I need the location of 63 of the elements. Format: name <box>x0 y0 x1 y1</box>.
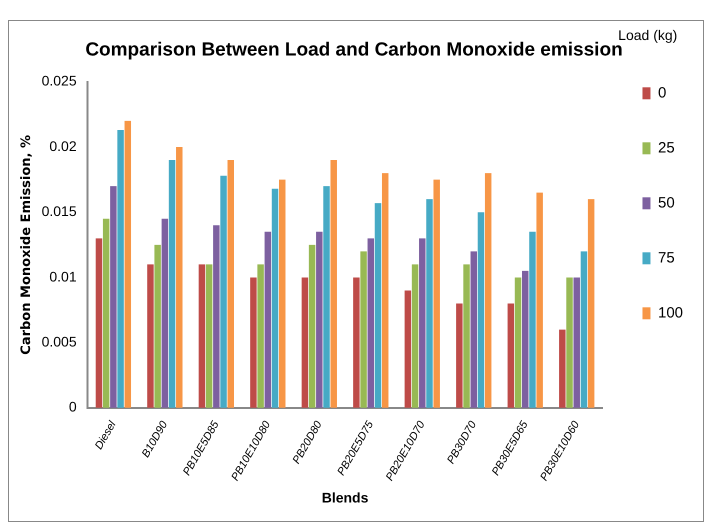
bar <box>529 232 536 408</box>
bar <box>456 304 463 408</box>
bar <box>198 264 206 408</box>
bar <box>463 264 470 408</box>
y-tick-label: 0 <box>68 398 77 415</box>
bar <box>96 238 102 408</box>
bar <box>426 199 433 408</box>
bar <box>110 186 117 408</box>
y-tick-label: 0.005 <box>42 334 77 350</box>
bar <box>522 270 528 408</box>
bar <box>433 180 440 408</box>
bar <box>264 232 272 408</box>
bar <box>330 160 337 408</box>
bar <box>102 218 110 408</box>
bar <box>213 225 220 408</box>
bar <box>147 264 154 408</box>
y-axis-title: Carbon Monoxide Emission, % <box>19 134 34 355</box>
bar <box>124 120 132 408</box>
bar <box>316 232 323 408</box>
y-tick-label: 0.025 <box>42 72 77 89</box>
legend-label: 75 <box>658 249 675 266</box>
y-tick-label: 0.01 <box>49 268 77 284</box>
bar <box>250 277 257 408</box>
bar <box>176 147 183 408</box>
bar <box>374 203 382 408</box>
bar <box>588 199 594 408</box>
bar <box>257 264 264 408</box>
y-tick-label: 0.015 <box>42 203 77 220</box>
bar <box>419 238 426 408</box>
bar <box>514 277 522 408</box>
bar <box>162 218 168 408</box>
bar <box>323 186 330 408</box>
bar <box>559 330 566 408</box>
bar <box>484 173 492 408</box>
bar <box>404 290 412 408</box>
bar <box>308 244 316 408</box>
bar <box>168 160 176 408</box>
bar <box>353 277 360 408</box>
bar <box>580 251 588 408</box>
bar <box>470 251 478 408</box>
bar <box>272 188 278 408</box>
bar <box>382 173 388 408</box>
bar <box>412 264 418 408</box>
bar <box>573 277 580 408</box>
bar <box>360 251 367 408</box>
y-tick-label: 0.02 <box>49 138 77 154</box>
legend-label: 100 <box>658 304 684 322</box>
bar <box>206 264 212 408</box>
legend-label: 25 <box>658 139 675 156</box>
bar <box>279 180 286 408</box>
bar <box>508 304 514 408</box>
bar <box>368 238 374 408</box>
bar <box>536 192 543 408</box>
bar <box>478 212 484 408</box>
bar <box>117 130 124 408</box>
legend-label: 50 <box>658 194 675 212</box>
bar <box>566 277 573 408</box>
x-axis-title: Blends <box>322 489 369 506</box>
bar <box>302 277 308 408</box>
bar <box>154 244 161 408</box>
legend-label: 0 <box>658 84 666 102</box>
bar <box>220 176 227 408</box>
bar <box>228 160 234 408</box>
